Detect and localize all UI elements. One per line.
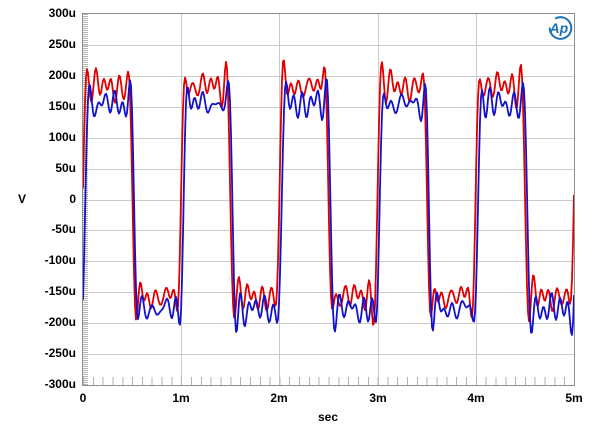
y-tick-label: 100u bbox=[48, 130, 76, 144]
h-gridline bbox=[83, 323, 574, 325]
y-tick-label: -50u bbox=[51, 222, 76, 236]
y-tick-label: -150u bbox=[44, 284, 76, 298]
blue-trace bbox=[83, 78, 574, 336]
x-tick-label: 4m bbox=[467, 391, 485, 405]
y-tick-label: -100u bbox=[44, 253, 76, 267]
y-axis-unit-label: V bbox=[17, 192, 26, 206]
h-gridline bbox=[83, 354, 574, 356]
waveform-traces bbox=[83, 59, 574, 336]
h-gridline bbox=[83, 261, 574, 263]
h-gridline bbox=[83, 75, 574, 77]
x-tick-label: 0 bbox=[79, 391, 87, 405]
y-tick-label: 150u bbox=[48, 99, 76, 113]
y-tick-label: 300u bbox=[48, 6, 76, 20]
y-tick-label: 250u bbox=[48, 37, 76, 51]
h-gridline bbox=[83, 44, 574, 46]
y-tick-label: -300u bbox=[44, 377, 76, 391]
x-tick-label: 2m bbox=[270, 391, 288, 405]
plot-area bbox=[82, 13, 575, 386]
x-tick-label: 5m bbox=[565, 391, 583, 405]
y-tick-label: -250u bbox=[44, 346, 76, 360]
y-tick-label: 50u bbox=[55, 161, 76, 175]
y-tick-label: 200u bbox=[48, 68, 76, 82]
x-axis-unit-label: sec bbox=[317, 410, 339, 424]
y-tick-label: 0 bbox=[69, 192, 76, 206]
x-tick-label: 3m bbox=[369, 391, 387, 405]
x-tick-label: 1m bbox=[172, 391, 190, 405]
ap-logo-icon: Ap bbox=[549, 16, 573, 40]
audio-precision-logo: Ap bbox=[545, 15, 577, 41]
y-tick-label: -200u bbox=[44, 315, 76, 329]
ap-logo-text: Ap bbox=[549, 20, 569, 36]
x-minor-ticks-ruler bbox=[83, 377, 574, 385]
h-gridline bbox=[83, 292, 574, 294]
